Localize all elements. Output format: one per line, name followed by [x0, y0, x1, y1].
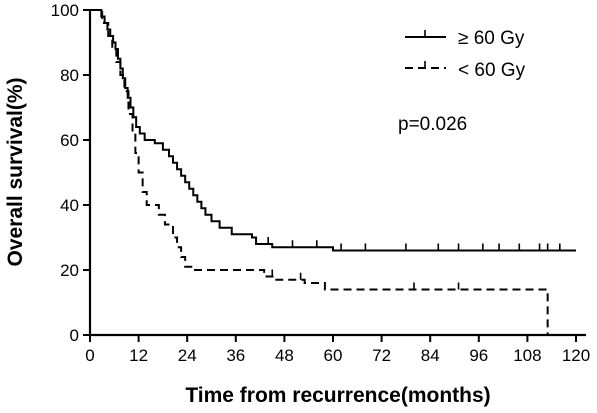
x-tick-label: 72: [372, 346, 391, 365]
x-axis-title: Time from recurrence(months): [185, 384, 490, 407]
x-tick-label: 0: [85, 346, 94, 365]
x-tick-label: 12: [129, 346, 148, 365]
series-layer: [90, 9, 576, 335]
x-tick-label: 48: [275, 346, 294, 365]
x-tick-label: 60: [324, 346, 343, 365]
y-axis-title: Overall survival(%): [4, 77, 27, 266]
x-tick-label: 120: [562, 346, 590, 365]
y-tick-label: 20: [60, 261, 79, 280]
x-tick-label: 24: [178, 346, 197, 365]
legend-label-lt60: < 60 Gy: [458, 60, 526, 81]
legend-item-lt60: < 60 Gy: [405, 60, 526, 81]
legend-item-ge60: ≥ 60 Gy: [405, 28, 525, 49]
y-tick-label: 80: [60, 66, 79, 85]
y-tick-label: 0: [70, 326, 79, 345]
y-tick-label: 60: [60, 131, 79, 150]
legend-label-ge60: ≥ 60 Gy: [458, 28, 525, 49]
plot-area: 0 12 24 36 48 60 72 84 96 108 120 0 20 40 60 80 100: [51, 1, 591, 365]
legend: ≥ 60 Gy < 60 Gy: [405, 28, 526, 81]
x-tick-label: 84: [421, 346, 440, 365]
y-tick-label: 40: [60, 196, 79, 215]
p-value-annotation: p=0.026: [398, 114, 467, 135]
x-tick-label: 108: [513, 346, 541, 365]
x-tick-label: 96: [469, 346, 488, 365]
x-axis-ticks: 0 12 24 36 48 60 72 84 96 108 120: [85, 335, 590, 365]
y-axis-ticks: 0 20 40 60 80 100: [51, 1, 90, 345]
series-line-0: [90, 9, 576, 252]
series-line-1: [90, 9, 549, 335]
x-tick-label: 36: [226, 346, 245, 365]
y-tick-label: 100: [51, 1, 79, 20]
